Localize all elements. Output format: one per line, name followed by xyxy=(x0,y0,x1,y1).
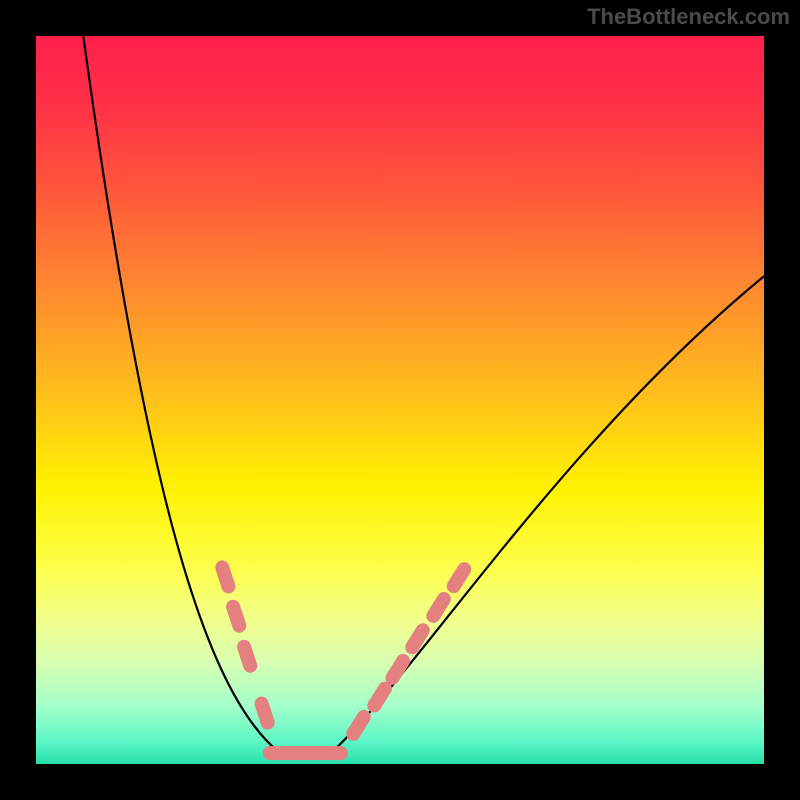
marker-segment xyxy=(222,567,228,586)
marker-segment xyxy=(433,599,444,616)
marker-segment xyxy=(412,630,423,647)
chart-container: TheBottleneck.com xyxy=(0,0,800,800)
marker-segment xyxy=(393,661,404,678)
bottleneck-chart xyxy=(0,0,800,800)
marker-segment xyxy=(374,689,385,706)
marker-segment xyxy=(233,607,239,626)
marker-segment xyxy=(353,717,364,734)
marker-segment xyxy=(244,647,250,666)
watermark-text: TheBottleneck.com xyxy=(587,4,790,30)
marker-segment xyxy=(262,704,268,723)
marker-segment xyxy=(454,569,465,586)
